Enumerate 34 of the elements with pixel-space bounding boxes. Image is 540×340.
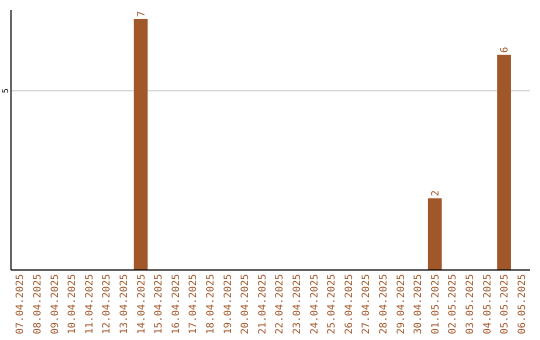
x-tick-label: 12.04.2025 (102, 274, 113, 334)
x-tick-label: 30.04.2025 (413, 274, 424, 334)
x-tick-label: 09.04.2025 (50, 274, 61, 334)
data-label: 7 (136, 10, 148, 17)
x-tick-label: 27.04.2025 (361, 274, 372, 334)
x-tick-label: 04.05.2025 (482, 274, 494, 334)
x-tick-label: 11.04.2025 (84, 274, 96, 334)
x-tick-label: 22.04.2025 (274, 274, 286, 334)
x-tick-label: 10.04.2025 (67, 274, 78, 334)
x-tick-label: 23.04.2025 (292, 274, 303, 334)
x-tick-label: 18.04.2025 (205, 274, 216, 334)
x-tick-label: 17.04.2025 (188, 274, 200, 334)
x-tick-label: 21.04.2025 (257, 274, 268, 334)
x-tick-label: 15.04.2025 (154, 274, 165, 334)
x-tick-label: 07.04.2025 (15, 274, 26, 334)
x-tick-label: 03.05.2025 (464, 274, 476, 334)
x-tick-label: 20.04.2025 (240, 274, 252, 334)
x-tick-label: 24.04.2025 (309, 274, 320, 334)
x-tick-label: 06.05.2025 (516, 274, 528, 334)
x-tick-label: 05.05.2025 (500, 274, 511, 334)
data-label: 6 (500, 46, 511, 53)
x-tick-label: 19.04.2025 (222, 274, 234, 334)
x-tick-label: 14.04.2025 (136, 274, 148, 334)
x-tick-label: 08.04.2025 (32, 274, 44, 334)
x-tick-label: 28.04.2025 (378, 274, 390, 334)
x-tick-label: 29.04.2025 (396, 274, 407, 334)
x-tick-label: 16.04.2025 (170, 274, 182, 334)
x-tick-label: 26.04.2025 (344, 274, 355, 334)
data-label: 2 (430, 190, 442, 196)
x-tick-label: 25.04.2025 (326, 274, 338, 334)
x-tick-label: 13.04.2025 (118, 274, 130, 334)
y-tick-label: 5 (1, 88, 10, 94)
x-tick-label: 02.05.2025 (448, 274, 459, 334)
x-tick-label: 01.05.2025 (430, 274, 442, 334)
